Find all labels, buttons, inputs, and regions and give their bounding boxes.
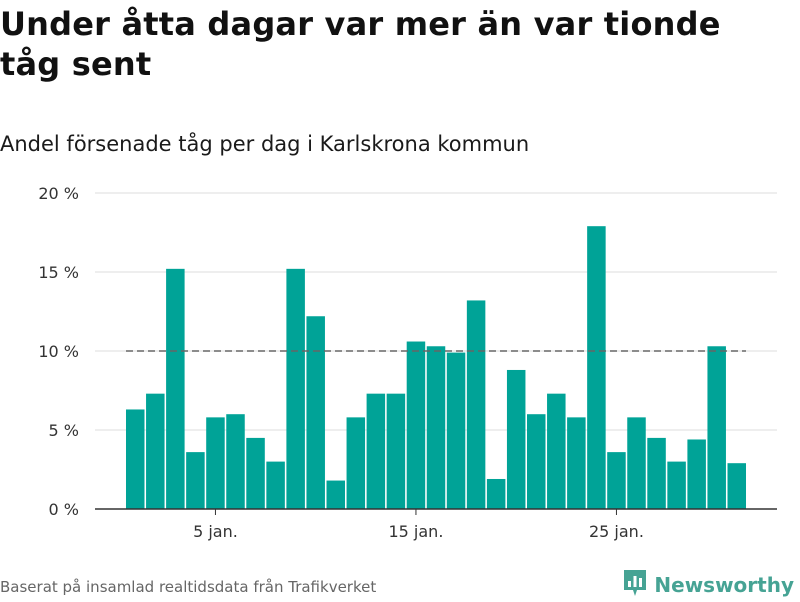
bar[interactable] — [226, 414, 245, 509]
bar[interactable] — [667, 461, 686, 509]
bar[interactable] — [727, 463, 747, 509]
chart-subtitle: Andel försenade tåg per dag i Karlskrona… — [0, 132, 530, 156]
y-tick-label: 15 % — [38, 263, 79, 282]
bar[interactable] — [206, 417, 225, 509]
bar[interactable] — [647, 437, 666, 509]
bar[interactable] — [326, 480, 346, 509]
bar[interactable] — [527, 414, 546, 509]
y-tick-label: 0 % — [49, 500, 79, 519]
bar[interactable] — [446, 352, 466, 509]
bar[interactable] — [386, 393, 406, 509]
bar[interactable] — [366, 393, 386, 509]
bar[interactable] — [146, 393, 165, 509]
bar[interactable] — [426, 346, 446, 509]
x-axis-ticks: 5 jan. 15 jan. 25 jan. — [193, 509, 644, 541]
bar[interactable] — [186, 452, 205, 509]
bar[interactable] — [346, 417, 366, 509]
bar[interactable] — [126, 409, 145, 509]
bar[interactable] — [607, 452, 626, 509]
bar[interactable] — [506, 369, 526, 509]
chart-title: Under åtta dagar var mer än var tionde t… — [0, 5, 721, 83]
bar-chart: 0 % 5 % 10 % 15 % 20 % 5 jan. 15 jan. 25 jan. — [38, 184, 777, 541]
x-tick-label: 15 jan. — [388, 522, 443, 541]
bar[interactable] — [567, 417, 586, 509]
source-note: Baserat på insamlad realtidsdata från Tr… — [0, 578, 377, 596]
bar[interactable] — [306, 316, 325, 509]
bars — [126, 226, 746, 509]
bar[interactable] — [547, 393, 566, 509]
bar[interactable] — [627, 417, 646, 509]
brand-logo: Newsworthy — [622, 568, 794, 602]
bar[interactable] — [246, 437, 265, 509]
bar[interactable] — [286, 268, 305, 509]
x-tick-label: 25 jan. — [589, 522, 644, 541]
y-tick-label: 10 % — [38, 342, 79, 361]
bar[interactable] — [466, 300, 486, 509]
y-tick-label: 5 % — [49, 421, 79, 440]
bar[interactable] — [587, 226, 606, 509]
bar[interactable] — [166, 268, 185, 509]
y-tick-label: 20 % — [38, 184, 79, 203]
newsworthy-logo-icon — [622, 568, 648, 602]
bar[interactable] — [266, 461, 285, 509]
bar[interactable] — [687, 439, 706, 509]
bar[interactable] — [707, 346, 726, 509]
bar[interactable] — [486, 478, 506, 509]
brand-name: Newsworthy — [654, 573, 794, 597]
x-tick-label: 5 jan. — [193, 522, 238, 541]
y-axis-ticks: 0 % 5 % 10 % 15 % 20 % — [38, 184, 79, 519]
bar[interactable] — [406, 341, 426, 509]
